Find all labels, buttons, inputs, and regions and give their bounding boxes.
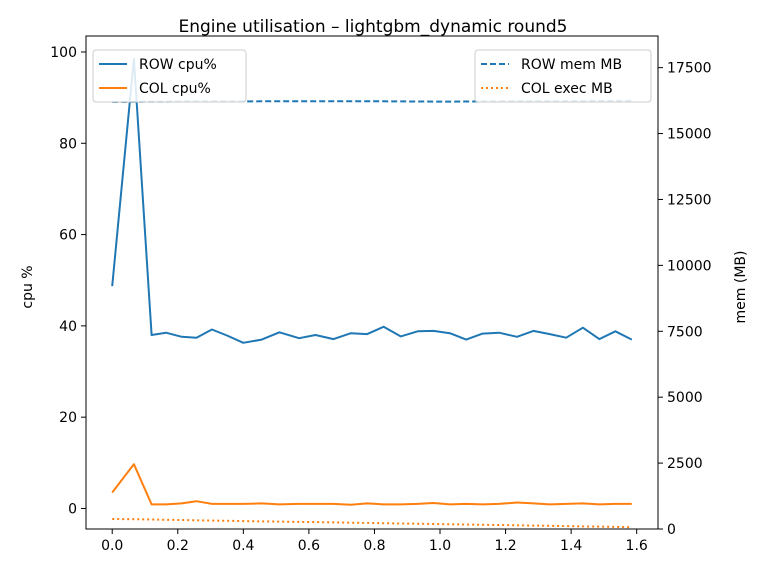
series-line-col-exec-mb (112, 518, 632, 529)
y-axis-left: 0 20 40 60 80 100 (50, 45, 86, 517)
y2-tick-label: 2500 (667, 456, 703, 472)
legend-right: ROW mem MB COL exec MB (474, 49, 652, 103)
y-tick-label: 100 (50, 45, 77, 61)
x-tick-label: 1.6 (626, 538, 648, 554)
legend-label: ROW cpu% (139, 57, 217, 73)
y2-tick-label: 12500 (667, 192, 712, 208)
series-line-row-cpu (111, 57, 633, 344)
y-tick-label: 80 (59, 136, 77, 152)
legend-label: COL cpu% (139, 81, 211, 97)
y-tick-label: 40 (59, 319, 77, 335)
x-tick-label: 0.6 (298, 538, 320, 554)
y2-tick-label: 15000 (667, 127, 712, 143)
x-tick-label: 0.2 (167, 538, 189, 554)
chart-title: Engine utilisation – lightgbm_dynamic ro… (179, 17, 568, 37)
x-tick-label: 0.4 (232, 538, 254, 554)
x-tick-label: 1.2 (494, 538, 516, 554)
legend-right-box (474, 49, 652, 103)
x-tick-label: 0.8 (363, 538, 385, 554)
y2-tick-label: 7500 (667, 324, 703, 340)
series-line-col-cpu (111, 463, 632, 506)
y-axis-label: cpu % (20, 265, 36, 308)
x-tick-label: 1.0 (429, 538, 451, 554)
x-tick-label: 0.0 (101, 538, 123, 554)
legend-label: COL exec MB (521, 81, 613, 97)
x-axis: 0.0 0.2 0.4 0.6 0.8 1.0 1.2 1.4 1.6 (101, 529, 648, 554)
y2-tick-label: 17500 (667, 61, 712, 77)
legend-left-box (92, 49, 247, 103)
y2-tick-label: 0 (667, 522, 676, 538)
legend-left: ROW cpu% COL cpu% (92, 49, 247, 103)
y2-tick-label: 10000 (667, 258, 712, 274)
plot-frame (85, 35, 659, 530)
y2-tick-label: 5000 (667, 390, 703, 406)
y-axis-right: 0 2500 5000 7500 10000 12500 15000 17500 (658, 61, 712, 538)
legend-label: ROW mem MB (521, 57, 622, 73)
x-tick-label: 1.4 (560, 538, 582, 554)
y-tick-label: 0 (68, 501, 77, 517)
y2-axis-label: mem (MB) (733, 251, 749, 324)
y-tick-label: 60 (59, 228, 77, 244)
y-tick-label: 20 (59, 410, 77, 426)
